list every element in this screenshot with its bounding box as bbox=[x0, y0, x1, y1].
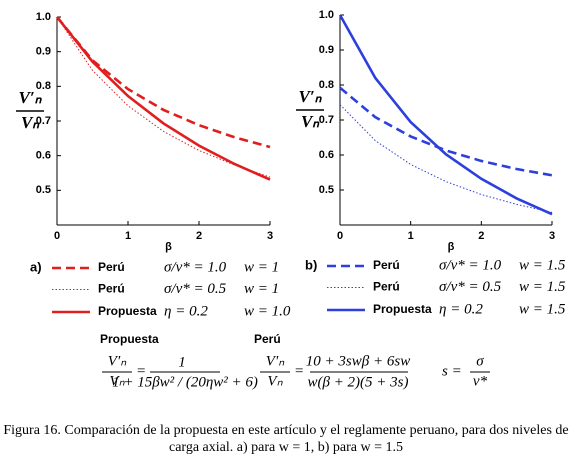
legend-param: σ/v* = 0.5 bbox=[439, 279, 502, 295]
legend-param: η = 0.2 bbox=[439, 301, 483, 317]
formula-lhs-den: Vₙ bbox=[109, 373, 125, 389]
legend-name: Perú bbox=[98, 260, 125, 274]
caption: Figura 16. Comparación de la propuesta e… bbox=[3, 423, 568, 438]
formula-propuesta: Propuesta V′ₙ Vₙ = 1 1 + 15βw² / (20ηw² … bbox=[100, 332, 258, 390]
legend-param: w = 1 bbox=[244, 259, 279, 275]
legend-param: w = 1.5 bbox=[519, 279, 566, 295]
series-line bbox=[55, 16, 271, 149]
x-tick-label: 2 bbox=[478, 230, 484, 242]
x-tick-label: 0 bbox=[337, 230, 343, 242]
chart-panel: 0.5 0.6 0.7 0.8 0.9 1.0 0 1 2 3 β V′ₙ Vₙ b) Perú σ/v* =… bbox=[296, 9, 566, 317]
x-tick-label: 1 bbox=[125, 230, 131, 242]
legend-param: σ/v* = 1.0 bbox=[439, 257, 502, 273]
y-label-den: Vₙ bbox=[21, 113, 40, 132]
legend-param: η = 0.2 bbox=[164, 303, 208, 319]
y-label-num: V′ₙ bbox=[299, 87, 323, 106]
y-tick-label: 0.8 bbox=[319, 79, 334, 91]
legend-param: w = 1.0 bbox=[244, 303, 291, 319]
legend-name: Perú bbox=[373, 280, 400, 294]
x-axis-label: β bbox=[448, 241, 455, 253]
y-tick-label: 0.7 bbox=[36, 115, 51, 127]
formula-lhs-den: Vₙ bbox=[267, 373, 283, 389]
panel-label: b) bbox=[305, 257, 317, 272]
formula-title: Propuesta bbox=[100, 332, 159, 346]
y-tick-label: 0.9 bbox=[319, 44, 334, 56]
formula-rhs-den: v* bbox=[473, 373, 488, 389]
formula-rhs-den: w(β + 2)(5 + 3s) bbox=[307, 374, 408, 390]
formula-rhs-num: 1 bbox=[178, 354, 186, 370]
series-line bbox=[339, 104, 553, 213]
series-line bbox=[55, 16, 271, 181]
y-tick-label: 0.5 bbox=[36, 184, 51, 196]
y-tick-label: 0.9 bbox=[36, 46, 51, 58]
y-tick-label: 0.5 bbox=[319, 184, 334, 196]
y-tick-label: 0.7 bbox=[319, 114, 334, 126]
formula-s: s = σ v* bbox=[442, 353, 490, 389]
legend-param: w = 1.5 bbox=[519, 257, 566, 273]
series-line bbox=[339, 86, 553, 177]
legend-name: Perú bbox=[98, 282, 125, 296]
legend-param: w = 1 bbox=[244, 281, 279, 297]
formula-rhs-num: σ bbox=[476, 353, 484, 369]
legend-param: σ/v* = 1.0 bbox=[164, 259, 227, 275]
formula-lhs: s = bbox=[442, 363, 462, 379]
formula-title: Perú bbox=[254, 332, 281, 346]
x-tick-label: 3 bbox=[549, 230, 555, 242]
formula-rhs-num: 10 + 3swβ + 6sw bbox=[306, 353, 410, 369]
legend-name: Propuesta bbox=[373, 302, 432, 316]
x-tick-label: 3 bbox=[267, 230, 273, 242]
x-tick-label: 0 bbox=[54, 230, 60, 242]
legend-name: Perú bbox=[373, 258, 400, 272]
series-line bbox=[56, 16, 271, 178]
y-label-num: V′ₙ bbox=[19, 88, 43, 107]
series-line bbox=[338, 14, 553, 216]
formula-rhs-den: 1 + 15βw² / (20ηw² + 6) bbox=[112, 374, 258, 390]
y-label-den: Vₙ bbox=[301, 112, 320, 131]
y-tick-label: 1.0 bbox=[36, 11, 51, 23]
panel-label: a) bbox=[30, 259, 42, 274]
y-tick-label: 1.0 bbox=[319, 9, 334, 21]
y-tick-label: 0.6 bbox=[36, 150, 51, 162]
x-axis-label: β bbox=[165, 241, 172, 253]
y-tick-label: 0.6 bbox=[319, 149, 334, 161]
legend-param: w = 1.5 bbox=[519, 301, 566, 317]
formula-lhs-num: V′ₙ bbox=[108, 353, 127, 369]
x-tick-label: 2 bbox=[196, 230, 202, 242]
x-tick-label: 1 bbox=[408, 230, 414, 242]
equals: = bbox=[136, 363, 146, 379]
legend-param: σ/v* = 0.5 bbox=[164, 281, 227, 297]
formula-peru: Perú V′ₙ Vₙ = 10 + 3swβ + 6sw w(β + 2)(5… bbox=[254, 332, 410, 390]
equals: = bbox=[294, 363, 304, 379]
caption: carga axial. a) para w = 1, b) para w = … bbox=[169, 440, 403, 455]
y-tick-label: 0.8 bbox=[36, 80, 51, 92]
chart-panel: 0.5 0.6 0.7 0.8 0.9 1.0 0 1 2 3 β V′ₙ Vₙ a) Perú σ/v* =… bbox=[16, 11, 291, 319]
legend-name: Propuesta bbox=[98, 304, 157, 318]
formula-lhs-num: V′ₙ bbox=[266, 353, 285, 369]
